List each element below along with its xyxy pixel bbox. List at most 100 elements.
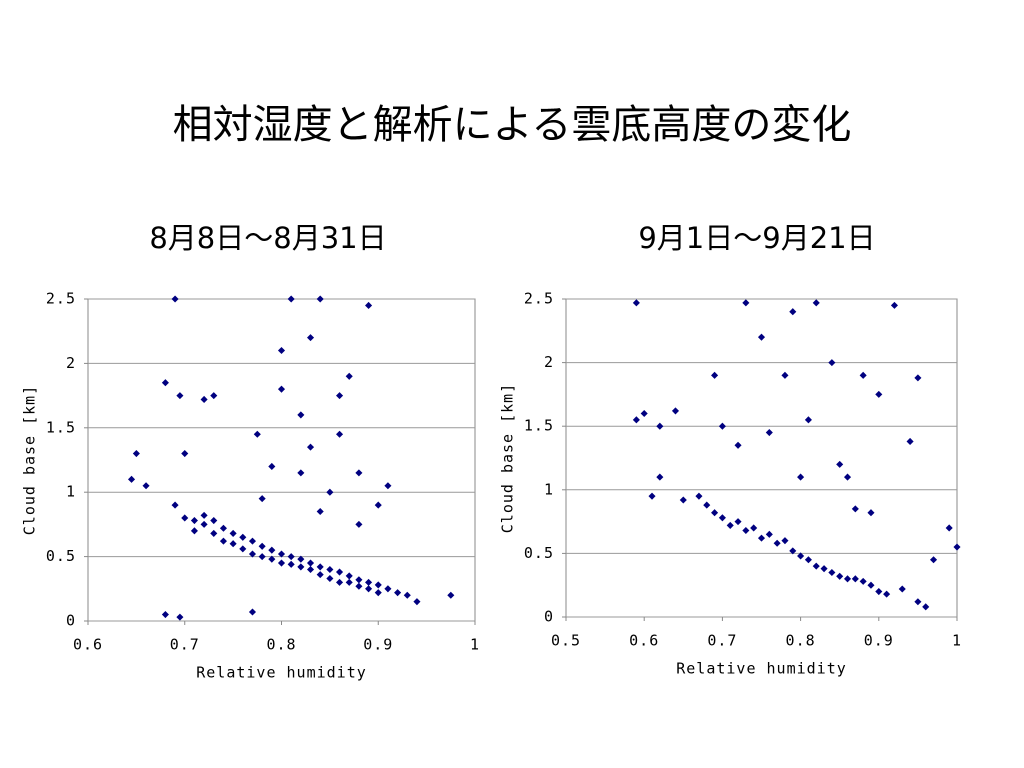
y-tick-label: 1.5 bbox=[46, 418, 76, 436]
x-axis-label: Relative humidity bbox=[676, 660, 847, 678]
point bbox=[253, 430, 261, 438]
point bbox=[447, 591, 455, 599]
point bbox=[229, 529, 237, 537]
point bbox=[883, 590, 891, 598]
point bbox=[374, 581, 382, 589]
y-tick-label: 1 bbox=[66, 483, 76, 501]
point bbox=[355, 582, 363, 590]
point bbox=[695, 492, 703, 500]
point bbox=[859, 371, 867, 379]
y-axis-label: Cloud base [km] bbox=[499, 383, 517, 533]
point bbox=[906, 437, 914, 445]
point bbox=[316, 507, 324, 516]
point bbox=[671, 407, 680, 415]
point bbox=[219, 524, 227, 532]
point bbox=[384, 585, 392, 593]
point bbox=[836, 460, 844, 468]
point bbox=[648, 492, 656, 500]
x-tick-label: 0.8 bbox=[266, 636, 296, 654]
point bbox=[345, 578, 353, 586]
point bbox=[384, 482, 392, 490]
point bbox=[757, 534, 766, 542]
point bbox=[797, 473, 805, 481]
point bbox=[161, 611, 169, 619]
point bbox=[828, 568, 836, 577]
point bbox=[190, 527, 198, 535]
point bbox=[945, 524, 953, 532]
point bbox=[200, 395, 208, 403]
point bbox=[297, 411, 305, 419]
point bbox=[306, 443, 315, 451]
point bbox=[797, 552, 805, 560]
point bbox=[718, 514, 726, 522]
point bbox=[306, 334, 315, 342]
x-tick-label: 0.7 bbox=[170, 636, 200, 654]
point bbox=[336, 430, 344, 438]
x-tick-label: 0.6 bbox=[629, 632, 659, 650]
point bbox=[336, 578, 344, 586]
point bbox=[171, 501, 179, 509]
point bbox=[239, 545, 247, 553]
point bbox=[632, 299, 640, 307]
point bbox=[789, 547, 797, 555]
y-tick-label: 0 bbox=[544, 608, 554, 626]
point bbox=[277, 346, 286, 355]
x-tick-label: 0.7 bbox=[707, 632, 737, 650]
point bbox=[200, 511, 208, 519]
point bbox=[297, 469, 305, 477]
y-axis-label: Cloud base [km] bbox=[21, 385, 39, 535]
y-tick-label: 0.5 bbox=[46, 547, 76, 565]
point bbox=[142, 482, 150, 490]
point bbox=[953, 543, 961, 551]
point bbox=[248, 550, 257, 558]
point bbox=[765, 530, 773, 538]
point bbox=[365, 301, 373, 309]
point bbox=[355, 576, 363, 584]
point bbox=[190, 517, 198, 525]
point bbox=[210, 529, 218, 537]
point bbox=[734, 441, 742, 449]
point bbox=[867, 509, 875, 517]
x-tick-label: 1 bbox=[470, 636, 480, 654]
point bbox=[297, 563, 305, 571]
point bbox=[176, 392, 184, 400]
x-tick-label: 1 bbox=[952, 632, 962, 650]
point bbox=[374, 501, 382, 509]
x-tick-label: 0.8 bbox=[786, 632, 816, 650]
point bbox=[219, 537, 227, 545]
point bbox=[843, 473, 852, 481]
point bbox=[268, 546, 276, 554]
point bbox=[656, 422, 664, 430]
point bbox=[355, 520, 363, 528]
point bbox=[812, 562, 820, 570]
y-tick-label: 2.5 bbox=[524, 290, 554, 308]
point bbox=[632, 416, 640, 424]
point bbox=[726, 521, 734, 529]
point bbox=[703, 501, 711, 509]
point bbox=[836, 572, 844, 580]
point bbox=[773, 539, 781, 547]
x-tick-label: 0.6 bbox=[73, 636, 103, 654]
point bbox=[867, 581, 875, 589]
x-tick-label: 0.5 bbox=[551, 632, 581, 650]
point bbox=[210, 392, 218, 400]
chart-subtitle: 9月1日～9月21日 bbox=[638, 221, 875, 255]
point bbox=[355, 469, 363, 477]
point bbox=[365, 578, 373, 586]
point bbox=[820, 565, 828, 573]
point bbox=[326, 574, 334, 583]
point bbox=[176, 613, 184, 621]
x-tick-label: 0.9 bbox=[363, 636, 393, 654]
point bbox=[287, 560, 295, 568]
point bbox=[248, 537, 257, 545]
point bbox=[757, 333, 766, 341]
y-tick-label: 2.5 bbox=[46, 290, 76, 308]
point bbox=[930, 556, 938, 564]
point bbox=[316, 563, 324, 571]
point bbox=[181, 514, 189, 522]
point bbox=[365, 585, 373, 593]
point bbox=[403, 591, 411, 599]
y-tick-label: 0 bbox=[66, 612, 76, 630]
point bbox=[268, 462, 276, 470]
